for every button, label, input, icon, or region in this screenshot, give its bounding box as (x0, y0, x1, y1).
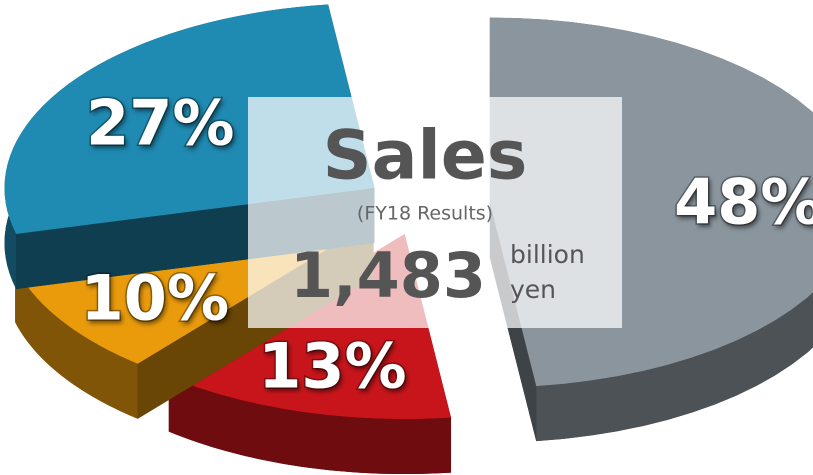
value-label: 27% (86, 86, 234, 159)
center-panel (248, 97, 622, 328)
slice-wall (15, 267, 138, 419)
unit-label: billion (510, 240, 585, 269)
slice-wall (168, 376, 452, 475)
value-label: 10% (81, 262, 229, 335)
value-label: 13% (258, 330, 406, 403)
value-label: 48% (674, 166, 813, 239)
value-labels: 48% 13% 10% 27% (79, 85, 813, 404)
unit-label: yen (510, 275, 556, 304)
total-value: 1,483 (290, 239, 486, 312)
chart-title: Sales (323, 117, 528, 196)
chart-subtitle: (FY18 Results) (357, 203, 493, 225)
